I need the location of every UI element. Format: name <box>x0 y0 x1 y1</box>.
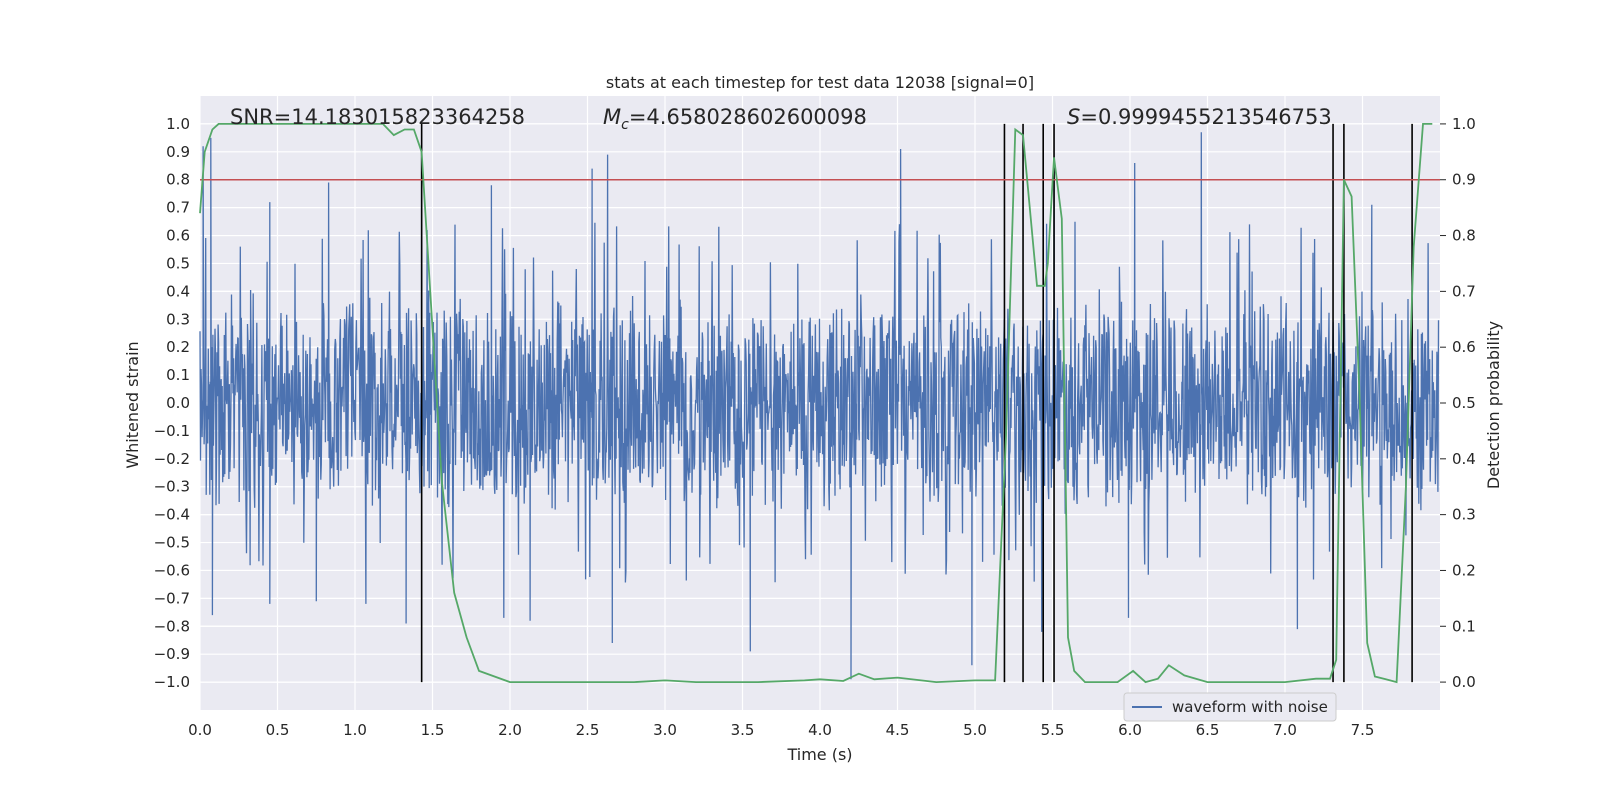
y-tick-label-right: 0.2 <box>1452 561 1476 579</box>
x-tick-label: 5.0 <box>963 721 987 739</box>
y-tick-label-left: 0.6 <box>166 227 190 245</box>
legend: waveform with noise <box>1123 692 1337 722</box>
x-tick-label: 6.5 <box>1196 721 1220 739</box>
chirp-mass-value: =4.658028602600098 <box>629 105 867 129</box>
y-tick-label-right: 0.8 <box>1452 227 1476 245</box>
y-tick-label-right: 0.7 <box>1452 282 1476 300</box>
x-tick-label: 4.5 <box>886 721 910 739</box>
x-tick-label: 5.5 <box>1041 721 1065 739</box>
y-axis-label-left: Whitened strain <box>123 341 142 468</box>
y-tick-label-right: 0.3 <box>1452 506 1476 524</box>
s-annotation: S=0.9999455213546753 <box>1067 105 1332 129</box>
y-tick-label-right: 0.4 <box>1452 450 1476 468</box>
probability-series-line <box>199 123 1433 684</box>
y-tick-label-left: −0.7 <box>154 589 190 607</box>
x-tick-label: 2.5 <box>576 721 600 739</box>
axes: 0.0 0.5 1.0 1.5 2.0 2.5 3.0 3.5 4.0 4.5 5.0 5.5 6.0 6… <box>154 115 1476 739</box>
x-tick-label: 0.0 <box>188 721 212 739</box>
y-tick-label-right: 0.5 <box>1452 394 1476 412</box>
chirp-mass-symbol: M <box>603 105 621 129</box>
x-tick-label: 7.5 <box>1351 721 1375 739</box>
chart-title: stats at each timestep for test data 120… <box>606 73 1034 92</box>
x-tick-label: 3.0 <box>653 721 677 739</box>
y-tick-label-left: 0.2 <box>166 338 190 356</box>
y-tick-label-left: −0.9 <box>154 645 190 663</box>
x-tick-label: 2.0 <box>498 721 522 739</box>
y-tick-label-right: 0.9 <box>1452 171 1476 189</box>
x-tick-label: 1.0 <box>343 721 367 739</box>
legend-box <box>1123 692 1337 722</box>
y-tick-label-left: 0.4 <box>166 282 190 300</box>
legend-label: waveform with noise <box>1172 698 1328 716</box>
y-tick-label-left: −1.0 <box>154 673 190 691</box>
y-tick-label-left: −0.4 <box>154 506 190 524</box>
y-axis-label-right: Detection probability <box>1484 321 1503 489</box>
snr-annotation: SNR=14.183015823364258 <box>230 105 525 129</box>
y-tick-label-left: 0.3 <box>166 310 190 328</box>
y-tick-label-left: 0.0 <box>166 394 190 412</box>
chirp-mass-subscript: c <box>621 117 629 133</box>
x-tick-label: 4.0 <box>808 721 832 739</box>
s-value: =0.9999455213546753 <box>1080 105 1331 129</box>
x-tick-label: 7.0 <box>1273 721 1297 739</box>
x-tick-label: 0.5 <box>266 721 290 739</box>
x-tick-label: 3.5 <box>731 721 755 739</box>
x-tick-label: 1.5 <box>421 721 445 739</box>
y-tick-label-left: −0.2 <box>154 450 190 468</box>
s-symbol: S <box>1067 105 1080 129</box>
y-tick-label-left: 0.1 <box>166 366 190 384</box>
y-tick-label-right: 1.0 <box>1452 115 1476 133</box>
y-tick-label-left: −0.1 <box>154 422 190 440</box>
y-tick-label-left: 0.9 <box>166 143 190 161</box>
y-tick-label-right: 0.1 <box>1452 617 1476 635</box>
x-axis-label: Time (s) <box>786 745 852 764</box>
x-tick-label: 6.0 <box>1118 721 1142 739</box>
y-tick-label-left: 0.7 <box>166 199 190 217</box>
chirp-mass-annotation: Mc=4.658028602600098 <box>603 105 867 133</box>
y-tick-label-right: 0.6 <box>1452 338 1476 356</box>
y-tick-label-left: −0.3 <box>154 478 190 496</box>
y-tick-label-left: −0.6 <box>154 561 190 579</box>
y-tick-label-left: −0.8 <box>154 617 190 635</box>
probability-series-layer <box>199 123 1433 684</box>
strain-series-line <box>199 132 1440 680</box>
y-tick-label-left: 1.0 <box>166 115 190 133</box>
y-tick-label-left: 0.8 <box>166 171 190 189</box>
y-tick-label-left: −0.5 <box>154 534 190 552</box>
y-tick-label-right: 0.0 <box>1452 673 1476 691</box>
y-tick-label-left: 0.5 <box>166 254 190 272</box>
strain-series-layer <box>199 132 1440 680</box>
